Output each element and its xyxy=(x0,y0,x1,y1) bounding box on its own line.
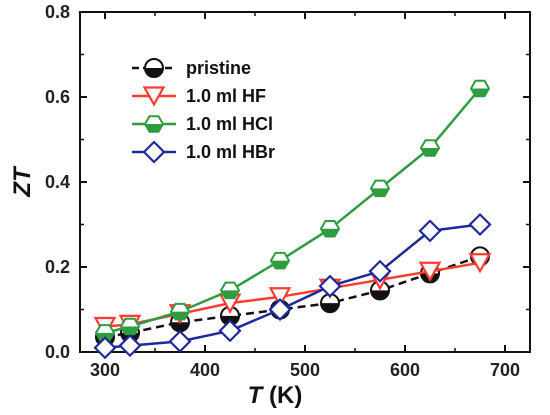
legend-item: pristine xyxy=(132,58,251,78)
data-point-marker xyxy=(168,329,192,353)
data-point-marker xyxy=(369,179,391,198)
data-point-marker xyxy=(469,79,491,98)
data-point-marker xyxy=(144,58,164,78)
data-point-marker xyxy=(119,317,141,336)
data-point-marker xyxy=(118,334,142,358)
marker-outline xyxy=(468,253,492,274)
marker-outline xyxy=(218,319,242,343)
legend: pristine 1.0 ml HF 1.0 ml HCl 1.0 ml HBr xyxy=(132,58,275,164)
data-point-marker xyxy=(169,302,191,321)
marker-fill xyxy=(121,326,139,335)
data-point-marker xyxy=(269,251,291,270)
data-point-marker xyxy=(319,219,341,238)
marker-fill xyxy=(145,68,163,77)
x-axis-title-unit: (K) xyxy=(262,382,302,409)
marker-outline xyxy=(142,140,166,164)
marker-fill xyxy=(371,188,389,197)
marker-outline xyxy=(268,297,292,322)
marker-fill xyxy=(321,228,339,237)
legend-label: 1.0 ml HF xyxy=(186,86,266,106)
legend-item: 1.0 ml HCl xyxy=(132,114,273,134)
marker-outline xyxy=(142,86,166,107)
y-axis-title: ZT xyxy=(9,165,36,198)
series-2 xyxy=(94,79,491,342)
data-point-marker xyxy=(268,287,292,308)
x-tick-label: 400 xyxy=(190,360,220,380)
data-point-marker xyxy=(318,274,342,298)
data-point-marker xyxy=(468,253,492,274)
y-tick-label: 0.0 xyxy=(45,342,70,362)
data-point-marker xyxy=(368,259,392,283)
marker-outline xyxy=(468,212,492,237)
data-point-marker xyxy=(418,261,442,283)
marker-fill xyxy=(221,290,239,299)
y-tick-label: 0.8 xyxy=(45,2,70,22)
series-line xyxy=(104,223,481,350)
x-tick-label: 300 xyxy=(90,360,120,380)
x-axis-title-symbol: T xyxy=(248,382,265,409)
marker-outline xyxy=(268,287,292,308)
y-tick-label: 0.4 xyxy=(45,172,70,192)
data-point-marker xyxy=(219,281,241,300)
x-axis-title: T (K) xyxy=(248,382,303,409)
data-point-marker xyxy=(419,139,441,157)
marker-fill xyxy=(171,311,189,320)
legend-item: 1.0 ml HF xyxy=(132,86,266,107)
data-point-marker xyxy=(468,212,492,237)
x-tick-label: 600 xyxy=(390,360,420,380)
data-point-marker xyxy=(93,336,117,360)
series-line xyxy=(104,255,481,339)
x-tick-label: 700 xyxy=(490,360,520,380)
marker-fill xyxy=(145,124,163,132)
marker-fill xyxy=(171,322,189,332)
marker-fill xyxy=(371,290,389,300)
legend-label: 1.0 ml HCl xyxy=(186,114,273,134)
marker-fill xyxy=(471,88,489,97)
marker-outline xyxy=(418,219,442,243)
legend-item: 1.0 ml HBr xyxy=(132,140,275,164)
data-point-marker xyxy=(268,297,292,322)
y-tick-label: 0.2 xyxy=(45,257,70,277)
marker-outline xyxy=(318,274,342,298)
marker-outline xyxy=(168,329,192,353)
marker-outline xyxy=(368,259,392,283)
x-tick-label: 500 xyxy=(290,360,320,380)
legend-label: 1.0 ml HBr xyxy=(186,142,275,162)
data-point-marker xyxy=(143,115,165,133)
y-tick-label: 0.6 xyxy=(45,87,70,107)
legend-label: pristine xyxy=(186,58,251,78)
marker-outline xyxy=(418,261,442,283)
marker-fill xyxy=(271,260,289,269)
series-1 xyxy=(93,253,492,338)
marker-fill xyxy=(321,303,339,313)
marker-outline xyxy=(93,336,117,360)
series-3 xyxy=(93,212,492,360)
marker-outline xyxy=(118,334,142,358)
marker-fill xyxy=(421,148,439,156)
data-point-marker xyxy=(142,140,166,164)
data-point-marker xyxy=(218,319,242,343)
data-point-marker xyxy=(418,219,442,243)
data-point-marker xyxy=(142,86,166,107)
